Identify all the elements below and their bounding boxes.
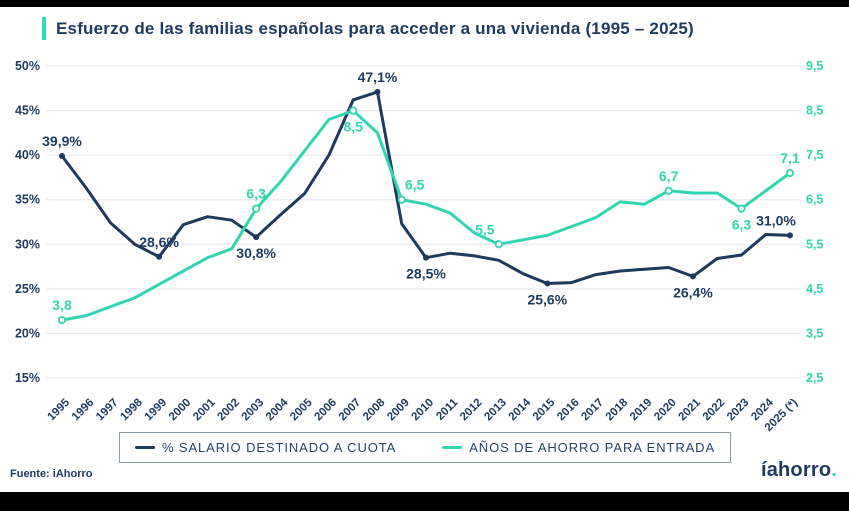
logo-text: íahorro [760, 459, 832, 481]
x-axis-tick-label: 2021 [676, 396, 703, 423]
right-axis-tick-label: 9,5 [806, 59, 823, 73]
x-axis-tick-label: 2017 [579, 397, 606, 424]
legend-item-salario: % SALARIO DESTINADO A CUOTA [134, 440, 397, 455]
data-point-label: 28,6% [139, 234, 179, 250]
x-axis-tick-label: 2004 [264, 396, 291, 423]
data-point-marker [156, 253, 163, 260]
left-axis-tick-label: 15% [15, 371, 40, 385]
legend-label: AÑOS DE AHORRO PARA ENTRADA [469, 440, 716, 455]
data-point-label: 26,4% [673, 284, 713, 300]
data-point-marker [664, 186, 673, 195]
right-axis-tick-label: 6,5 [806, 193, 823, 207]
data-point-marker [57, 315, 67, 325]
x-axis-tick-label: 1999 [143, 397, 170, 424]
x-axis-tick-label: 2023 [725, 397, 752, 424]
data-point-label: 31,0% [756, 212, 796, 228]
x-axis-tick-label: 2010 [410, 397, 437, 424]
data-point-label: 8,5 [343, 119, 363, 135]
chart-legend: % SALARIO DESTINADO A CUOTA AÑOS DE AHOR… [119, 432, 731, 463]
x-axis-tick-label: 2022 [701, 397, 728, 424]
data-point-marker [689, 273, 696, 280]
right-axis-tick-label: 5,5 [806, 237, 823, 251]
data-point-label: 5,5 [475, 221, 495, 237]
data-point-marker [253, 234, 260, 241]
data-point-marker [349, 106, 358, 115]
legend-item-ahorro: AÑOS DE AHORRO PARA ENTRADA [442, 440, 715, 455]
left-axis-tick-label: 40% [15, 148, 40, 162]
data-point-label: 6,3 [732, 217, 752, 233]
chart-header: Esfuerzo de las familias españolas para … [42, 17, 694, 40]
data-point-label: 25,6% [527, 292, 567, 308]
left-axis-tick-label: 20% [15, 326, 40, 340]
left-axis-tick-label: 30% [15, 237, 40, 251]
right-axis-tick-label: 8,5 [806, 104, 823, 118]
x-axis-tick-label: 1996 [70, 397, 97, 424]
data-point-label: 3,8 [52, 297, 72, 313]
x-axis-tick-label: 1995 [46, 396, 73, 423]
data-point-marker [252, 204, 261, 213]
title-accent-bar [42, 17, 46, 40]
legend-line-swatch-teal [442, 446, 463, 449]
x-axis-tick-label: 2019 [628, 397, 655, 424]
legend-label: % SALARIO DESTINADO A CUOTA [161, 440, 397, 455]
x-axis-tick-label: 2005 [288, 396, 315, 423]
page-title: Esfuerzo de las familias españolas para … [56, 18, 694, 38]
x-axis-tick-label: 1997 [94, 397, 121, 424]
left-axis-tick-label: 35% [15, 193, 40, 207]
x-axis-tick-label: 2015 [531, 396, 558, 423]
data-point-label: 39,9% [42, 133, 82, 149]
right-axis-tick-label: 7,5 [806, 148, 823, 162]
data-point-marker [59, 153, 65, 160]
data-point-label: 6,7 [659, 168, 679, 184]
letterbox-bottom-bar [0, 492, 849, 511]
x-axis-tick-label: 2008 [361, 396, 388, 423]
x-axis-tick-label: 2018 [604, 396, 631, 423]
right-axis-tick-label: 3,5 [806, 326, 823, 340]
data-point-marker [494, 240, 503, 249]
left-axis-tick-label: 45% [15, 104, 40, 118]
data-point-label: 47,1% [358, 69, 398, 85]
left-axis-tick-label: 25% [15, 282, 40, 296]
data-point-label: 6,5 [405, 177, 425, 193]
data-point-label: 30,8% [236, 245, 276, 261]
x-axis-tick-label: 2011 [434, 396, 461, 423]
x-axis-tick-label: 2012 [458, 397, 485, 424]
data-point-marker [374, 88, 381, 95]
data-point-marker [397, 195, 406, 204]
x-axis-tick-label: 2007 [337, 397, 364, 424]
logo-dot: . [831, 459, 837, 481]
letterbox-top-bar [0, 0, 849, 7]
x-axis-tick-label: 2002 [215, 397, 242, 424]
x-axis-tick-label: 2013 [482, 397, 509, 424]
data-point-marker [785, 168, 795, 178]
source-credit: Fuente: iAhorro [10, 468, 93, 480]
iahorro-logo: íahorro. [761, 459, 837, 482]
x-axis-tick-label: 1998 [118, 396, 145, 423]
data-point-label: 6,3 [246, 186, 266, 202]
right-axis-tick-label: 4,5 [806, 282, 823, 296]
x-axis-tick-label: 2001 [191, 396, 218, 423]
x-axis-tick-label: 2006 [312, 397, 339, 424]
x-axis-tick-label: 2009 [385, 397, 412, 424]
data-point-label: 28,5% [406, 266, 446, 282]
data-point-marker [544, 280, 551, 287]
right-axis-tick-label: 2,5 [806, 371, 823, 385]
x-axis-tick-label: 2016 [555, 397, 582, 424]
legend-line-swatch-navy [134, 445, 155, 450]
x-axis-tick-label: 2014 [507, 396, 534, 423]
x-axis-tick-label: 2020 [652, 397, 679, 424]
left-axis-tick-label: 50% [15, 59, 40, 73]
data-point-marker [787, 232, 793, 239]
data-point-marker [737, 204, 746, 213]
data-point-label: 7,1 [780, 150, 800, 166]
x-axis-tick-label: 2000 [167, 397, 194, 424]
data-point-marker [423, 254, 429, 261]
x-axis-tick-label: 2003 [240, 397, 267, 424]
